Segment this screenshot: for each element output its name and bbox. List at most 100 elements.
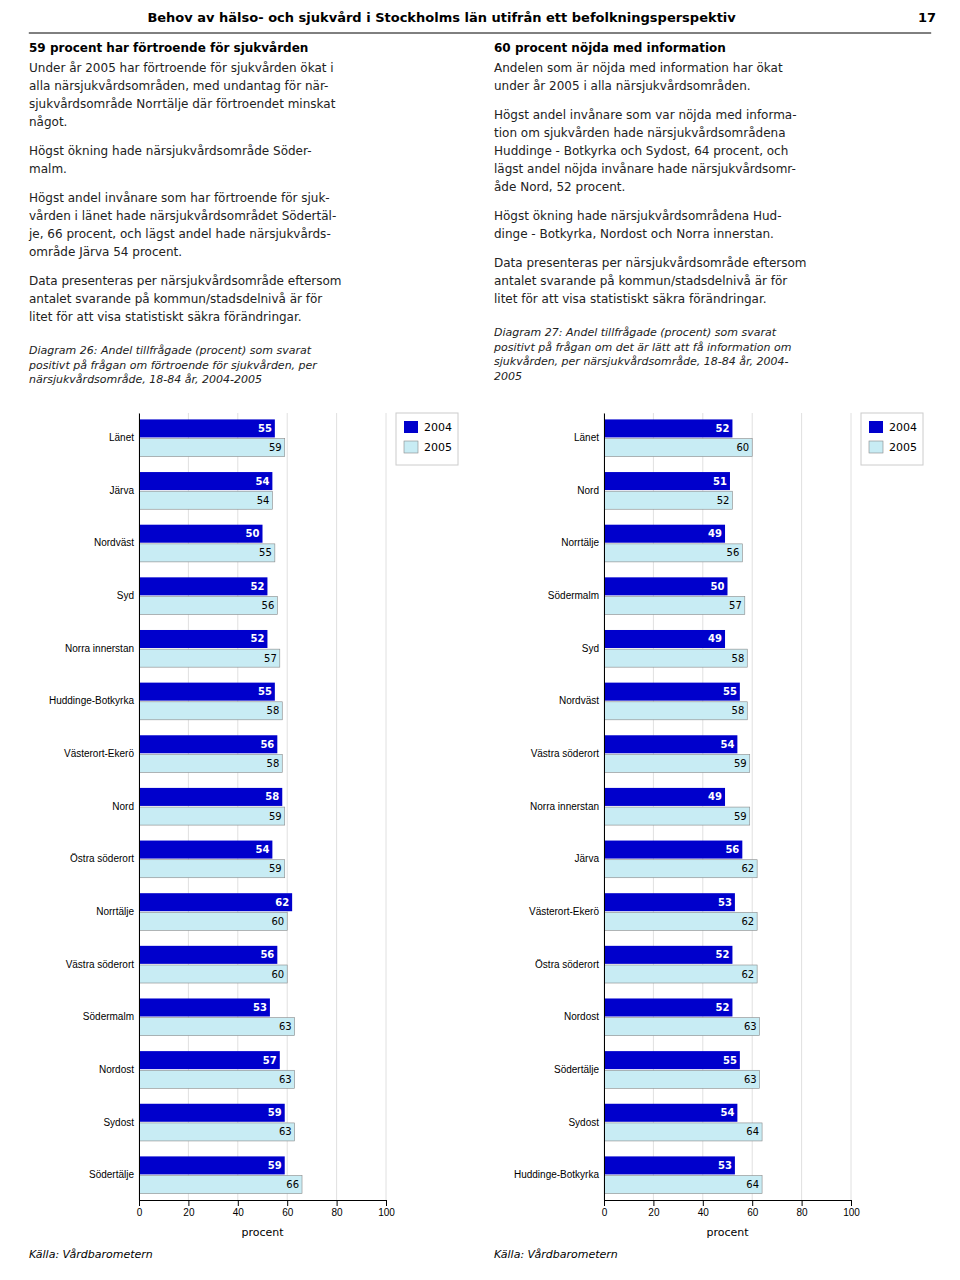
paragraph-line: under år 2005 i alla närsjukvårdsområden… <box>494 79 751 93</box>
y-tick: Nord <box>112 801 134 812</box>
y-tick: Västra söderort <box>66 959 135 970</box>
y-tick: Sydost <box>103 1117 134 1128</box>
bar <box>604 419 732 437</box>
bar <box>604 965 757 983</box>
data-label: 63 <box>744 1074 757 1085</box>
data-label: 58 <box>732 653 745 664</box>
y-tick: Norrtälje <box>96 906 134 917</box>
y-tick-label: Norra innerstan <box>530 801 599 812</box>
y-tick-label: Huddinge-Botkyrka <box>514 1169 599 1180</box>
grid-line <box>139 413 140 1200</box>
bar <box>604 998 732 1016</box>
bar <box>604 1176 762 1194</box>
y-tick-label: Västerort-Ekerö <box>529 906 599 917</box>
bar <box>139 1176 302 1194</box>
chart: 5251495049555449565352525554536052565758… <box>494 413 923 1261</box>
section-title: 60 procent nöjda med information <box>494 41 726 55</box>
paragraph-line: je, 66 procent, och lägst andel hade när… <box>28 227 331 241</box>
y-tick-label: Länet <box>109 432 134 443</box>
y-tick-label: Syd <box>582 643 599 654</box>
paragraph-line: litet för att visa statistiskt säkra för… <box>494 292 767 306</box>
chart-caption: Diagram 27: Andel tillfrågade (procent) … <box>493 326 792 383</box>
data-label: 62 <box>741 969 754 980</box>
data-label: 50 <box>711 581 725 592</box>
x-tick: 40 <box>698 1200 710 1218</box>
data-labels: 5251495049555449565352525554536052565758… <box>708 423 759 1190</box>
y-axis: LänetJärvaNordvästSydNorra innerstanHudd… <box>49 414 140 1201</box>
paragraph-line: antalet svarande på kommun/stadsdelnivå … <box>29 292 322 306</box>
data-label: 54 <box>257 495 270 506</box>
y-tick-label: Syd <box>117 590 134 601</box>
data-label: 53 <box>718 1160 732 1171</box>
data-label: 57 <box>264 653 277 664</box>
bar <box>604 841 742 859</box>
data-label: 50 <box>246 528 260 539</box>
x-tick-label: 80 <box>332 1207 344 1218</box>
data-label: 53 <box>253 1002 267 1013</box>
data-labels: 5554505252555658546256535759595954555657… <box>246 423 299 1190</box>
page-title: Behov av hälso- och sjukvård i Stockholm… <box>147 10 736 25</box>
x-tick: 60 <box>747 1200 759 1218</box>
paragraph-line: Högst andel invånare som var nöjda med i… <box>494 108 797 122</box>
bar <box>139 439 285 457</box>
chart-caption-line: sjukvården, per närsjukvårdsområde, 18-8… <box>494 355 788 368</box>
data-label: 60 <box>271 916 284 927</box>
y-tick: Södermalm <box>548 590 599 601</box>
data-label: 54 <box>255 844 269 855</box>
bar <box>604 525 725 543</box>
paragraph-line: område Järva 54 procent. <box>29 245 182 259</box>
y-tick-label: Västra söderort <box>66 959 135 970</box>
paragraph: Högst ökning hade närsjukvårdsområde Söd… <box>29 144 311 176</box>
y-tick: Syd <box>582 643 599 654</box>
y-tick: Nordväst <box>559 695 599 706</box>
paragraph-line: Under år 2005 har förtroende för sjukvår… <box>29 61 334 75</box>
data-label: 64 <box>746 1126 759 1137</box>
bar <box>139 1070 295 1088</box>
bar <box>604 754 750 772</box>
data-label: 52 <box>716 1002 730 1013</box>
bar <box>604 630 725 648</box>
y-tick-label: Västerort-Ekerö <box>64 748 134 759</box>
bar <box>604 472 730 490</box>
data-label: 59 <box>269 863 282 874</box>
data-label: 59 <box>268 1160 282 1171</box>
y-tick-label: Västra söderort <box>531 748 600 759</box>
data-label: 62 <box>741 916 754 927</box>
paragraph-line: Data presenteras per närsjukvårdsområde … <box>29 274 341 288</box>
y-tick-label: Södermalm <box>548 590 599 601</box>
bar <box>604 702 747 720</box>
data-label: 56 <box>727 547 740 558</box>
x-tick: 60 <box>282 1200 294 1218</box>
bar <box>139 788 282 806</box>
paragraph-line: Högst andel invånare som har förtroende … <box>29 191 330 205</box>
y-tick: Sydost <box>568 1117 599 1128</box>
paragraph-line: Andelen som är nöjda med information har… <box>494 61 783 75</box>
y-tick-label: Sydost <box>103 1117 134 1128</box>
paragraph-line: malm. <box>29 162 67 176</box>
x-tick-label: 0 <box>137 1207 143 1218</box>
x-tick-mark <box>188 1200 189 1206</box>
y-tick: Huddinge-Botkyrka <box>49 695 134 706</box>
y-tick-label: Nordost <box>564 1011 599 1022</box>
x-tick: 80 <box>797 1200 809 1218</box>
x-tick: 40 <box>233 1200 245 1218</box>
bar <box>604 893 735 911</box>
y-tick: Södermalm <box>83 1011 134 1022</box>
source-text: Källa: Vårdbarometern <box>494 1248 618 1261</box>
x-tick-label: 20 <box>648 1207 660 1218</box>
x-tick-mark <box>851 1200 852 1206</box>
x-tick-mark <box>653 1200 654 1206</box>
bar <box>139 1051 280 1069</box>
y-tick: Västra söderort <box>531 748 600 759</box>
data-label: 59 <box>269 811 282 822</box>
y-tick-label: Nord <box>577 485 599 496</box>
x-tick-mark <box>386 1200 387 1206</box>
data-label: 58 <box>732 705 745 716</box>
x-tick-mark <box>752 1200 753 1206</box>
data-label: 55 <box>723 1055 737 1066</box>
data-label: 59 <box>734 811 747 822</box>
legend-swatch <box>869 441 883 453</box>
paragraph-line: Högst ökning hade närsjukvårdsområde Söd… <box>29 144 311 158</box>
x-tick: 80 <box>332 1200 344 1218</box>
grid-line <box>801 413 802 1200</box>
